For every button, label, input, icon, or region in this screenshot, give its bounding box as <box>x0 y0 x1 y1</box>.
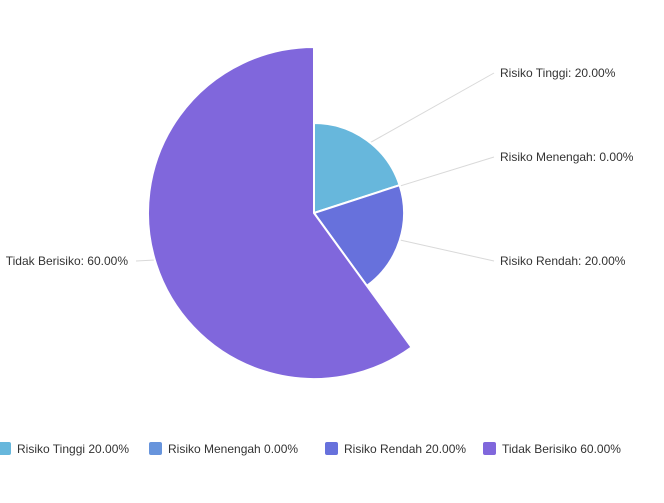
pie-slice-risiko-rendah[interactable] <box>312 183 405 288</box>
slice-label-tidak-berisiko: Tidak Berisiko: 60.00% <box>6 254 129 268</box>
pie-slices <box>147 45 413 380</box>
legend-swatch-risiko-menengah <box>149 442 162 455</box>
legend-item-risiko-tinggi[interactable]: Risiko Tinggi 20.00% <box>0 442 129 456</box>
legend-swatch-risiko-tinggi <box>0 442 11 455</box>
legend-swatch-tidak-berisiko <box>483 442 496 455</box>
slice-label-risiko-tinggi: Risiko Tinggi: 20.00% <box>500 66 616 80</box>
leader-line-risiko-tinggi <box>361 72 495 148</box>
legend-item-risiko-rendah[interactable]: Risiko Rendah 20.00% <box>325 442 466 456</box>
slice-label-risiko-rendah: Risiko Rendah: 20.00% <box>500 254 626 268</box>
legend: Risiko Tinggi 20.00% Risiko Menengah 0.00… <box>0 442 621 456</box>
pie-slice-risiko-tinggi[interactable] <box>313 121 401 215</box>
slice-label-risiko-menengah: Risiko Menengah: 0.00% <box>500 150 634 164</box>
legend-label-risiko-menengah: Risiko Menengah 0.00% <box>168 442 298 456</box>
legend-item-risiko-menengah[interactable]: Risiko Menengah 0.00% <box>149 442 298 456</box>
pie-slice-tidak-berisiko[interactable] <box>147 45 413 380</box>
legend-label-risiko-tinggi: Risiko Tinggi 20.00% <box>17 442 129 456</box>
legend-swatch-risiko-rendah <box>325 442 338 455</box>
slice-labels: Risiko Tinggi: 20.00% Risiko Menengah: 0.… <box>6 66 634 268</box>
leader-line-risiko-rendah <box>390 237 495 262</box>
legend-label-tidak-berisiko: Tidak Berisiko 60.00% <box>502 442 621 456</box>
legend-item-tidak-berisiko[interactable]: Tidak Berisiko 60.00% <box>483 442 621 456</box>
legend-label-risiko-rendah: Risiko Rendah 20.00% <box>344 442 466 456</box>
